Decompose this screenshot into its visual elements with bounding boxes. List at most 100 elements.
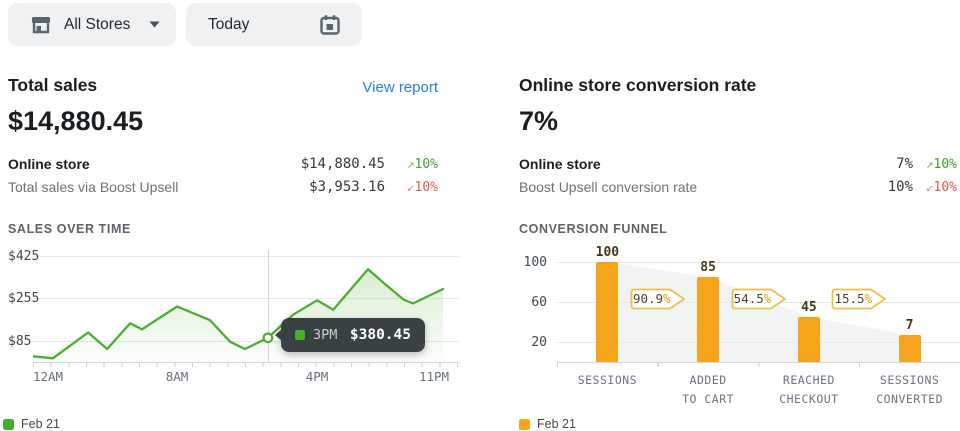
x-axis-label: 12AM: [32, 369, 64, 384]
funnel-bar-value: 7: [905, 318, 914, 333]
trend-up-arrow-icon: ↗: [925, 157, 934, 172]
funnel-bar-value: 45: [801, 300, 817, 315]
conversion-rate-card: Online store conversion rate 7% Online s…: [519, 60, 960, 431]
legend: Feb 21: [3, 417, 60, 431]
metric-label: Total sales via Boost Upsell: [8, 179, 179, 195]
funnel-bar-value: 85: [700, 260, 716, 275]
funnel-gridline: [557, 262, 960, 263]
card-title: Online store conversion rate: [519, 75, 757, 95]
x-axis-line: [33, 362, 460, 363]
storefront-icon: [30, 15, 52, 35]
sales-gridline: [33, 255, 459, 257]
x-axis-ticks: [33, 363, 458, 367]
conversion-rate-value: 7%: [519, 106, 559, 136]
tooltip-time: 3PM: [313, 327, 338, 343]
x-axis-label: 8AM: [165, 369, 189, 384]
conversion-rate-tag: 15.5%: [831, 288, 887, 310]
funnel-bar-3[interactable]: [898, 335, 921, 362]
metric-value: $3,953.16: [309, 179, 385, 195]
total-sales-card: Total sales View report $14,880.45 Onlin…: [3, 60, 460, 431]
y-axis-label: $255: [8, 291, 40, 306]
store-selector-button[interactable]: All Stores: [8, 3, 176, 46]
metric-label: Online store: [8, 156, 90, 172]
metric-value: 10%: [887, 179, 913, 195]
y-axis-label: 100: [523, 255, 547, 270]
trend-badge: ↙10%: [407, 180, 438, 195]
funnel-shade-area: [596, 262, 921, 362]
funnel-category-label: ADDED: [689, 373, 727, 387]
trend-change: 10%: [414, 157, 438, 172]
funnel-category-label: CHECKOUT: [779, 392, 839, 406]
conversion-rate-text: 15.5%: [834, 291, 873, 306]
conversion-rate-text: 90.9%: [632, 291, 671, 306]
y-axis-label: $425: [8, 249, 40, 264]
legend: Feb 21: [519, 417, 576, 431]
trend-down-arrow-icon: ↙: [925, 180, 934, 195]
metric-row: Total sales via Boost Upsell $3,953.16 ↙…: [8, 178, 458, 200]
legend-label: Feb 21: [21, 417, 60, 431]
trend-badge: ↙10%: [926, 180, 957, 195]
funnel-bar-1[interactable]: [697, 277, 720, 362]
funnel-category-label: TO CART: [682, 392, 735, 406]
funnel-bar-0[interactable]: [596, 262, 619, 362]
sales-gridline: [33, 340, 459, 342]
x-axis-label: 4PM: [305, 369, 329, 384]
tag-arrow-shape: [630, 288, 685, 310]
metric-label: Online store: [519, 156, 601, 172]
conversion-rate-text: 54.5%: [733, 291, 772, 306]
conversion-rate-tag: 54.5%: [731, 288, 787, 310]
tag-arrow-shape: [731, 288, 786, 310]
trend-badge: ↗10%: [926, 157, 957, 172]
legend-swatch-green: [3, 418, 14, 430]
tag-arrow-shape: [831, 288, 887, 310]
metric-row: Online store $14,880.45 ↗10%: [8, 155, 458, 177]
funnel-shade-plot: [596, 262, 921, 362]
legend-swatch-orange: [519, 418, 530, 430]
funnel-category-label: SESSIONS: [577, 373, 638, 387]
metric-value: 7%: [896, 156, 913, 172]
funnel-category-label: REACHED: [782, 373, 835, 387]
trend-badge: ↗10%: [407, 157, 438, 172]
date-selector-label: Today: [208, 15, 250, 33]
card-title: Total sales: [8, 75, 98, 95]
view-report-link[interactable]: View report: [362, 79, 438, 96]
metric-label: Boost Upsell conversion rate: [519, 179, 698, 195]
x-axis-ticks: [557, 363, 960, 367]
x-axis-line: [557, 362, 960, 363]
conversion-rate-tag: 90.9%: [630, 288, 686, 310]
hover-marker: [262, 332, 274, 344]
legend-label: Feb 21: [537, 417, 576, 431]
trend-up-arrow-icon: ↗: [406, 157, 415, 172]
sales-over-time-chart[interactable]: $425 $255 $85 3PM $380.45: [8, 246, 460, 416]
sales-tooltip: 3PM $380.45: [275, 318, 425, 352]
funnel-bar-2[interactable]: [797, 317, 820, 362]
sales-line: [33, 268, 445, 360]
date-selector-button[interactable]: Today: [186, 3, 362, 46]
funnel-category-label: SESSIONS: [879, 373, 940, 387]
trend-change: 10%: [933, 180, 957, 195]
metric-value: $14,880.45: [300, 156, 385, 172]
tooltip-series-swatch: [295, 330, 305, 340]
tooltip-value: $380.45: [349, 327, 411, 343]
metric-row: Online store 7% ↗10%: [519, 155, 960, 177]
sales-gridline: [33, 298, 459, 300]
metric-row: Boost Upsell conversion rate 10% ↙10%: [519, 178, 960, 200]
y-axis-label: $85: [8, 334, 32, 349]
trend-down-arrow-icon: ↙: [406, 180, 415, 195]
store-selector-label: All Stores: [64, 15, 131, 33]
trend-change: 10%: [414, 180, 438, 195]
total-sales-value: $14,880.45: [8, 106, 144, 136]
y-axis-label: 20: [531, 335, 547, 350]
trend-change: 10%: [933, 157, 957, 172]
funnel-category-label: CONVERTED: [876, 392, 943, 406]
crosshair-line: [268, 250, 269, 362]
y-axis-label: 60: [531, 295, 547, 310]
section-title: SALES OVER TIME: [8, 222, 131, 236]
calendar-icon: [318, 13, 342, 37]
funnel-gridline: [557, 342, 960, 343]
x-axis-label: 11PM: [418, 369, 450, 384]
section-title: CONVERSION FUNNEL: [519, 222, 668, 236]
chevron-down-icon: [149, 21, 160, 28]
conversion-funnel-chart: 100 60 20 100 SESSIONS 90.9% 85 ADDED TO CART…: [519, 245, 960, 416]
